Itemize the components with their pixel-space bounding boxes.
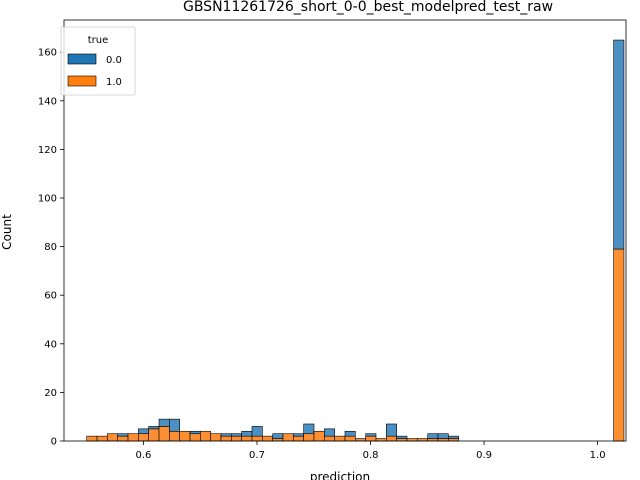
bar-0_0-27 (365, 433, 377, 437)
x-tick-label: 1.0 (590, 450, 606, 461)
bar-1_0-51 (613, 248, 625, 442)
y-tick-label: 60 (44, 291, 57, 302)
bar-1_0-9 (179, 430, 191, 442)
bar-0_0-23 (324, 428, 335, 437)
bar-1_0-25 (344, 435, 356, 442)
bar-0_0-51 (613, 39, 625, 250)
bar-0_0-16 (251, 426, 263, 437)
bar-0_0-5 (138, 428, 149, 435)
x-tick-label: 0.6 (136, 450, 152, 461)
bar-0_0-14 (231, 433, 242, 437)
bar-1_0-1 (96, 435, 108, 442)
bar-1_0-2 (107, 433, 119, 442)
bar-1_0-6 (148, 428, 160, 442)
bar-0_0-34 (437, 433, 449, 439)
bar-1_0-10 (189, 433, 201, 442)
bar-1_0-29 (386, 435, 397, 442)
legend: true 0.0 1.0 (60, 26, 136, 96)
y-tick-label: 0 (51, 437, 57, 448)
bar-0_0-25 (344, 430, 356, 437)
bar-1_0-22 (313, 430, 325, 442)
bar-1_0-19 (282, 433, 294, 442)
bar-1_0-0 (86, 435, 98, 442)
y-tick-label: 140 (38, 96, 57, 107)
chart-title: GBSN11261726_short_0-0_best_modelpred_te… (183, 0, 553, 15)
y-tick-label: 160 (38, 48, 57, 59)
y-tick-label: 100 (38, 193, 57, 204)
legend-swatch-1-0 (67, 75, 97, 87)
bar-1_0-8 (169, 430, 180, 442)
bar-0_0-3 (117, 433, 129, 437)
bar-0_0-10 (189, 430, 201, 435)
x-axis: 0.6 0.7 0.8 0.9 1.0 (136, 441, 606, 461)
bar-1_0-23 (324, 435, 335, 442)
bar-1_0-24 (334, 435, 346, 442)
bars-group (86, 39, 625, 442)
bar-1_0-3 (117, 435, 129, 442)
bar-1_0-15 (241, 435, 253, 442)
bar-0_0-35 (448, 435, 459, 439)
bar-1_0-17 (262, 435, 273, 442)
x-tick-label: 0.8 (363, 450, 379, 461)
x-tick-label: 0.9 (476, 450, 492, 461)
bar-1_0-5 (138, 433, 149, 442)
y-tick-label: 40 (44, 339, 57, 350)
bar-0_0-20 (293, 433, 304, 437)
y-axis: 0 20 40 60 80 100 120 140 160 (38, 48, 64, 448)
legend-swatch-0-0 (67, 53, 97, 65)
bar-0_0-13 (220, 433, 232, 437)
bar-1_0-16 (251, 435, 263, 442)
bar-1_0-4 (127, 433, 139, 442)
bar-1_0-14 (231, 435, 242, 442)
y-tick-label: 20 (44, 388, 57, 399)
bar-1_0-7 (158, 426, 170, 442)
y-tick-label: 120 (38, 145, 57, 156)
y-axis-label: Count (0, 214, 14, 250)
bar-1_0-27 (365, 435, 377, 442)
bar-0_0-6 (148, 426, 160, 430)
bar-1_0-12 (210, 433, 222, 442)
bar-0_0-21 (303, 423, 315, 435)
bar-0_0-18 (272, 433, 284, 439)
bar-1_0-20 (293, 435, 304, 442)
bar-1_0-11 (200, 430, 211, 442)
legend-label-1-0: 1.0 (106, 77, 122, 88)
bar-0_0-30 (396, 435, 408, 439)
legend-label-0-0: 0.0 (106, 55, 122, 66)
bar-1_0-21 (303, 433, 315, 442)
bar-0_0-29 (386, 423, 397, 437)
bar-0_0-33 (427, 433, 439, 439)
plot-frame (63, 19, 627, 442)
y-tick-label: 80 (44, 242, 57, 253)
bar-0_0-8 (169, 418, 180, 432)
legend-title: true (88, 35, 109, 46)
bar-0_0-7 (158, 418, 170, 427)
bar-1_0-13 (220, 435, 232, 442)
bar-0_0-15 (241, 430, 253, 437)
x-axis-label: prediction (310, 470, 370, 480)
x-tick-label: 0.7 (249, 450, 265, 461)
